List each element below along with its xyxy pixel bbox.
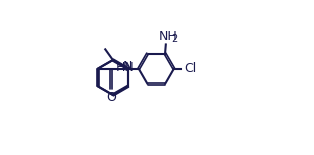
Text: N: N — [122, 60, 132, 73]
Text: Cl: Cl — [184, 62, 197, 75]
Text: HN: HN — [116, 62, 134, 75]
Text: O: O — [106, 91, 116, 104]
Text: 2: 2 — [171, 34, 177, 44]
Text: NH: NH — [159, 30, 177, 43]
